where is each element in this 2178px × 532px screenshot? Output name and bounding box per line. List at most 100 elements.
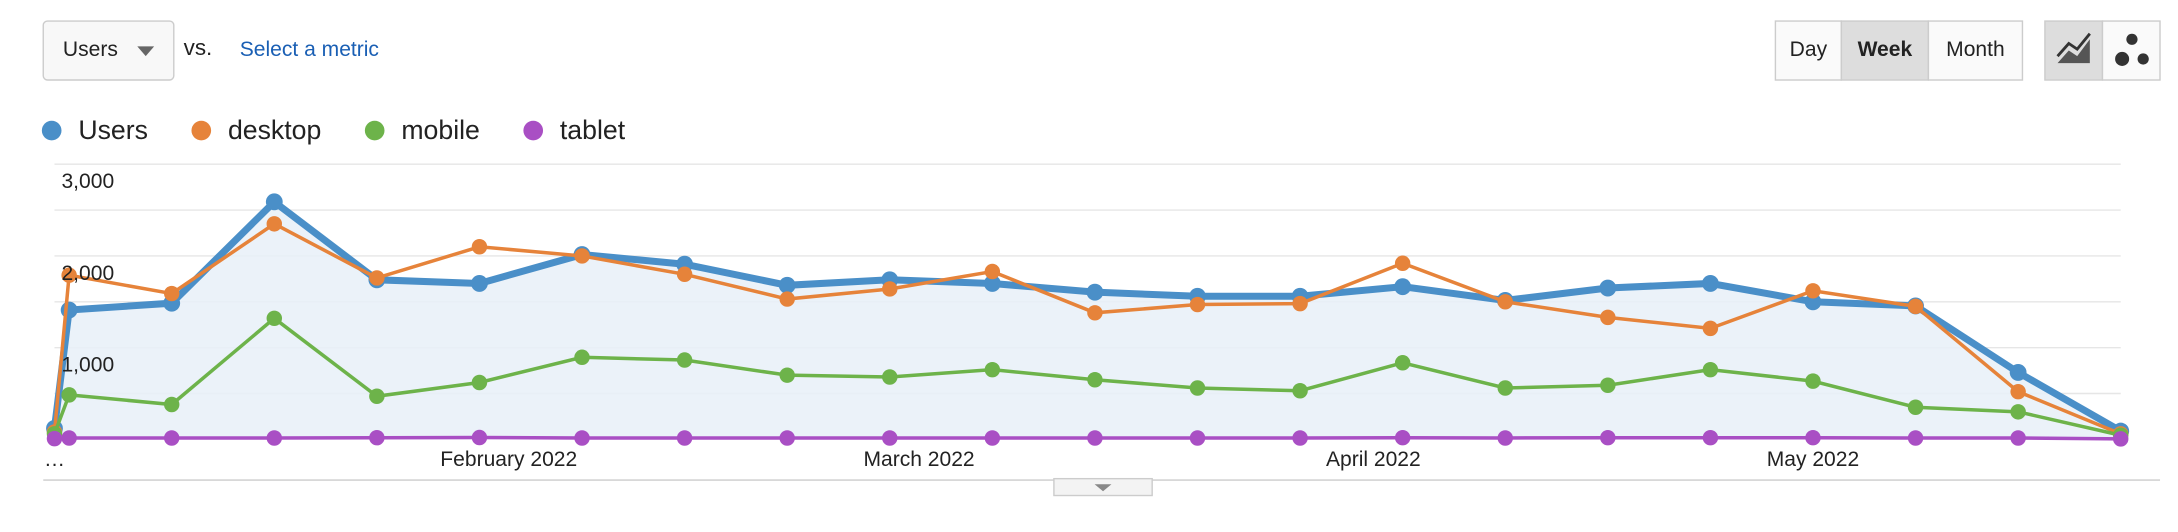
data-point [1394,278,1412,296]
data-point [471,275,488,292]
data-point [266,430,283,446]
period-button[interactable] [1774,20,1843,81]
period-label[interactable]: Month [1946,38,2005,61]
data-point [61,430,77,446]
x-tick-label: May 2022 [1767,448,1859,471]
data-point [1087,305,1103,321]
x-tick-label: February 2022 [440,448,577,471]
data-point [1292,383,1308,399]
data-point [1497,294,1513,310]
series-line [54,435,2121,441]
metric-label[interactable]: Users [63,38,118,61]
data-point [1394,429,1411,446]
data-point [1086,283,1104,301]
data-point [2010,404,2026,420]
legend-label: tablet [560,115,626,145]
data-point [882,430,898,446]
data-point [882,281,898,297]
series-line [52,221,2122,436]
data-point [779,430,795,446]
data-point [2112,431,2129,447]
data-point [266,310,283,327]
data-point [676,430,693,446]
data-point [1701,275,1719,292]
data-point [983,275,1001,292]
data-point [265,193,283,211]
data-point [1805,429,1821,446]
data-point [676,266,693,283]
data-point [1907,399,1924,415]
data-point [1189,296,1206,313]
data-point [471,429,488,446]
data-point [61,387,77,403]
data-point [1292,295,1308,312]
y-tick-label: 3,000 [61,170,114,193]
data-point [1702,320,1719,337]
data-point [1907,430,1924,446]
motion-chart-button[interactable] [2101,20,2161,81]
data-point [1394,255,1411,271]
data-point [984,361,1001,378]
legend-label: desktop [228,115,321,145]
data-point [163,430,180,446]
data-point [1189,380,1206,396]
data-point [1805,373,1821,389]
data-point [778,276,796,294]
data-point [984,430,1001,446]
data-point [471,239,488,255]
period-button[interactable] [1840,20,1930,81]
series-line [52,316,2122,437]
period-buttons: Day Week Month [1774,20,2024,81]
data-point [2010,430,2026,446]
data-point [61,267,77,283]
data-point [984,263,1001,280]
data-point [1600,377,1616,393]
x-tick-label: April 2022 [1326,448,1421,471]
data-point [369,388,385,404]
data-point [574,248,590,264]
data-point [2010,383,2026,400]
data-point [1189,430,1206,446]
data-point [60,301,78,319]
series-line [50,197,2123,435]
data-point [1599,279,1617,297]
data-point [471,374,488,391]
y-tick-label: 1,000 [61,353,114,376]
period-label[interactable]: Week [1858,38,1913,61]
data-point [779,367,795,383]
data-point [1600,309,1616,326]
vs-label: vs. [184,35,213,60]
data-point [163,285,180,302]
area [54,201,2121,440]
data-point [1907,298,1924,315]
line-chart-button[interactable] [2044,20,2104,81]
data-point [266,216,283,232]
data-point [46,430,63,447]
data-point [574,349,590,365]
data-point [1600,429,1616,446]
data-point [1497,430,1513,446]
metric-dropdown[interactable]: Users [42,20,175,81]
expand-arrow [1094,484,1112,492]
data-point [1702,429,1719,446]
data-point [1087,372,1103,388]
data-point [2009,363,2027,381]
x-tick-label: … [44,448,65,471]
period-label[interactable]: Day [1790,38,1828,61]
select-metric-link[interactable]: Select a metric [240,38,379,61]
chart-type-buttons [2044,20,2161,81]
x-tick-label: March 2022 [863,448,974,471]
data-point [163,396,180,413]
legend-swatch [191,120,212,141]
data-point [574,430,590,446]
data-point [1394,355,1411,371]
legend-label: Users [78,115,148,145]
period-button[interactable] [1927,20,2024,81]
data-point [369,270,385,286]
data-point [779,291,795,307]
data-point [676,352,693,368]
data-point [1805,283,1821,299]
legend-label: mobile [401,115,480,145]
data-point [1292,430,1308,446]
